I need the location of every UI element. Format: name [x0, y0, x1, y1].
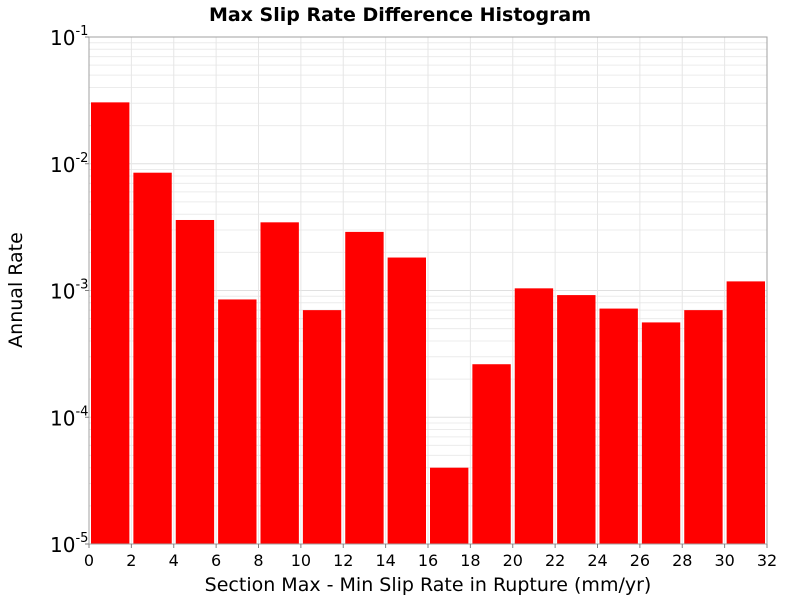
histogram-bar — [91, 102, 130, 545]
histogram-bar — [175, 219, 215, 545]
histogram-bar — [302, 310, 342, 544]
x-tick-label: 14 — [375, 551, 395, 570]
histogram-bar — [472, 364, 511, 544]
histogram-bar — [514, 288, 554, 544]
y-tick-label: 10-1 — [50, 24, 88, 50]
histogram-bar — [218, 299, 257, 544]
x-tick-label: 20 — [503, 551, 523, 570]
histogram-bar — [260, 222, 299, 545]
histogram-bar — [387, 257, 426, 544]
histogram-bar — [684, 310, 723, 544]
histogram-bar — [557, 295, 596, 544]
x-tick-label: 26 — [630, 551, 650, 570]
histogram-bar — [599, 308, 638, 544]
x-tick-label: 22 — [545, 551, 565, 570]
x-tick-label: 24 — [587, 551, 607, 570]
x-tick-label: 8 — [253, 551, 263, 570]
bars-layer — [91, 102, 765, 545]
x-tick-label: 0 — [84, 551, 94, 570]
histogram-bar — [345, 231, 384, 544]
x-tick-label: 10 — [291, 551, 311, 570]
x-tick-label: 16 — [418, 551, 438, 570]
x-axis-label: Section Max - Min Slip Rate in Rupture (… — [205, 574, 652, 596]
y-tick-label: 10-2 — [50, 151, 88, 177]
y-tick-label: 10-4 — [50, 404, 88, 430]
x-tick-label: 28 — [672, 551, 692, 570]
x-tick-label: 6 — [211, 551, 221, 570]
histogram-bar — [430, 467, 469, 544]
histogram-bar — [641, 322, 681, 544]
y-axis-ticks: 10-1 10-2 10-3 10-4 10-5 — [50, 24, 89, 557]
x-axis-ticks: 0 2 4 6 8 10 12 14 16 18 20 22 24 26 28 30 32 — [84, 544, 777, 570]
x-tick-label: 18 — [460, 551, 480, 570]
histogram-bar — [133, 172, 172, 544]
x-tick-label: 32 — [757, 551, 777, 570]
x-tick-label: 12 — [333, 551, 353, 570]
y-tick-label: 10-3 — [50, 278, 88, 304]
x-tick-label: 4 — [169, 551, 179, 570]
x-tick-label: 2 — [126, 551, 136, 570]
histogram-bar — [726, 281, 765, 544]
x-tick-label: 30 — [714, 551, 734, 570]
y-tick-label: 10-5 — [50, 531, 88, 557]
chart-title: Max Slip Rate Difference Histogram — [209, 4, 591, 26]
y-axis-label: Annual Rate — [5, 232, 27, 348]
